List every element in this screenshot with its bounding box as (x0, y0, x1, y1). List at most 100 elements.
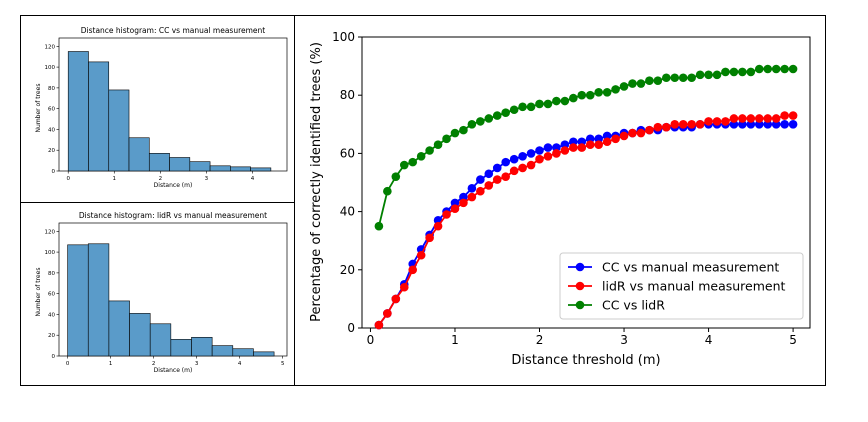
histogram-lidr-vs-manual: Distance histogram: lidR vs manual measu… (35, 211, 288, 374)
series-2-point (754, 64, 764, 74)
series-1-point (678, 120, 688, 129)
series-1-point (763, 114, 773, 123)
hist1-xlabel: Distance (m) (154, 182, 193, 189)
series-2-point (442, 134, 451, 144)
series-2-point (577, 90, 587, 100)
series-2-point (569, 93, 578, 103)
hist2-bar (129, 313, 151, 357)
hist1-bar (128, 137, 150, 172)
hist1-ytick-label: 0 (52, 169, 56, 175)
series-2-point (518, 102, 527, 112)
hist2-ytick-label: 100 (45, 250, 56, 256)
series-1-point (425, 233, 434, 243)
hist2-ytick-label: 0 (52, 354, 56, 360)
series-1-point (636, 128, 646, 138)
legend: CC vs manual measurement lidR vs manual m… (559, 252, 804, 320)
series-1-point (662, 122, 671, 132)
series-2-point (492, 111, 502, 120)
line-chart-threshold: Distance threshold (m) Percentage of cor… (309, 30, 811, 368)
main-xlabel: Distance threshold (m) (511, 353, 660, 368)
series-2-point (746, 67, 756, 77)
hist2-xtick-label: 0 (66, 361, 70, 367)
series-2-point (459, 125, 468, 135)
series-2-point (526, 102, 536, 112)
hist2-bar (108, 300, 130, 357)
series-2-point (602, 87, 612, 97)
main-ytick-label: 60 (340, 146, 355, 160)
series-2-point (399, 160, 409, 170)
series-1-point (383, 309, 392, 318)
series-0-point (484, 169, 494, 179)
series-2-point (645, 76, 654, 85)
series-1-point (771, 114, 781, 123)
series-2-point (433, 140, 443, 149)
main-ytick-label: 20 (340, 263, 355, 277)
main-xtick-label: 4 (705, 333, 713, 347)
series-1-point (492, 175, 502, 184)
hist2-bar (211, 345, 234, 357)
hist1-ytick-label: 80 (48, 86, 55, 92)
series-0-point (467, 184, 477, 193)
hist1-ytick-label: 120 (45, 44, 56, 50)
legend-marker-0 (575, 262, 585, 272)
series-2-point (611, 85, 620, 94)
legend-label-2: CC vs lidR (602, 298, 665, 313)
series-2-point (771, 64, 781, 74)
hist2-bar (253, 351, 275, 357)
legend-label-1: lidR vs manual measurement (602, 279, 786, 294)
series-1-point (585, 140, 595, 149)
hist1-bar (67, 51, 89, 172)
series-1-point (780, 111, 789, 120)
hist2-xtick-label: 5 (281, 361, 285, 367)
series-1-point (577, 143, 587, 152)
series-1-point (611, 134, 620, 144)
series-2-point (425, 146, 434, 155)
series-1-point (670, 120, 680, 129)
series-2-point (484, 114, 494, 123)
series-1-point (543, 152, 553, 161)
series-2-point (467, 120, 477, 129)
series-2-point (763, 64, 773, 74)
series-0-point (518, 152, 527, 161)
series-2-point (678, 73, 688, 83)
series-1-point (602, 137, 612, 147)
series-2-point (721, 67, 730, 77)
hist1-ytick-label: 60 (48, 107, 55, 113)
series-1-point (569, 143, 578, 152)
hist2-ytick-label: 80 (48, 271, 55, 277)
series-0-point (788, 120, 798, 129)
series-1-point (509, 166, 519, 176)
hist2-bar (67, 244, 89, 357)
main-xtick-label: 2 (536, 333, 544, 347)
series-2-point (704, 70, 713, 80)
series-1-point (391, 294, 401, 304)
series-1-point (459, 198, 468, 208)
series-2-point (585, 90, 595, 100)
series-1-point (535, 154, 544, 164)
hist2-xtick-label: 4 (238, 361, 242, 367)
hist2-bar (170, 339, 192, 357)
hist1-xtick-label: 4 (251, 176, 255, 182)
series-2-point (416, 152, 426, 161)
series-0-point (492, 163, 502, 173)
series-1-point (560, 146, 570, 155)
series-2-point (687, 73, 696, 83)
series-2-point (501, 108, 510, 117)
hist2-title: Distance histogram: lidR vs manual measu… (79, 211, 267, 220)
series-1-point (754, 114, 764, 123)
series-0-point (476, 175, 485, 184)
series-0-point (509, 154, 519, 164)
main-ytick-label: 100 (332, 30, 355, 44)
hist1-bar (209, 165, 231, 172)
series-2-point (738, 67, 747, 77)
hist1-ytick-label: 20 (48, 148, 55, 154)
series-1-point (476, 186, 485, 196)
legend-label-0: CC vs manual measurement (602, 260, 779, 275)
hist2-ytick-label: 20 (48, 333, 55, 339)
hist2-xtick-label: 2 (152, 361, 156, 367)
series-2-point (450, 128, 460, 138)
series-0-point (501, 157, 510, 167)
series-1-point (687, 120, 696, 129)
series-1-point (645, 125, 654, 135)
